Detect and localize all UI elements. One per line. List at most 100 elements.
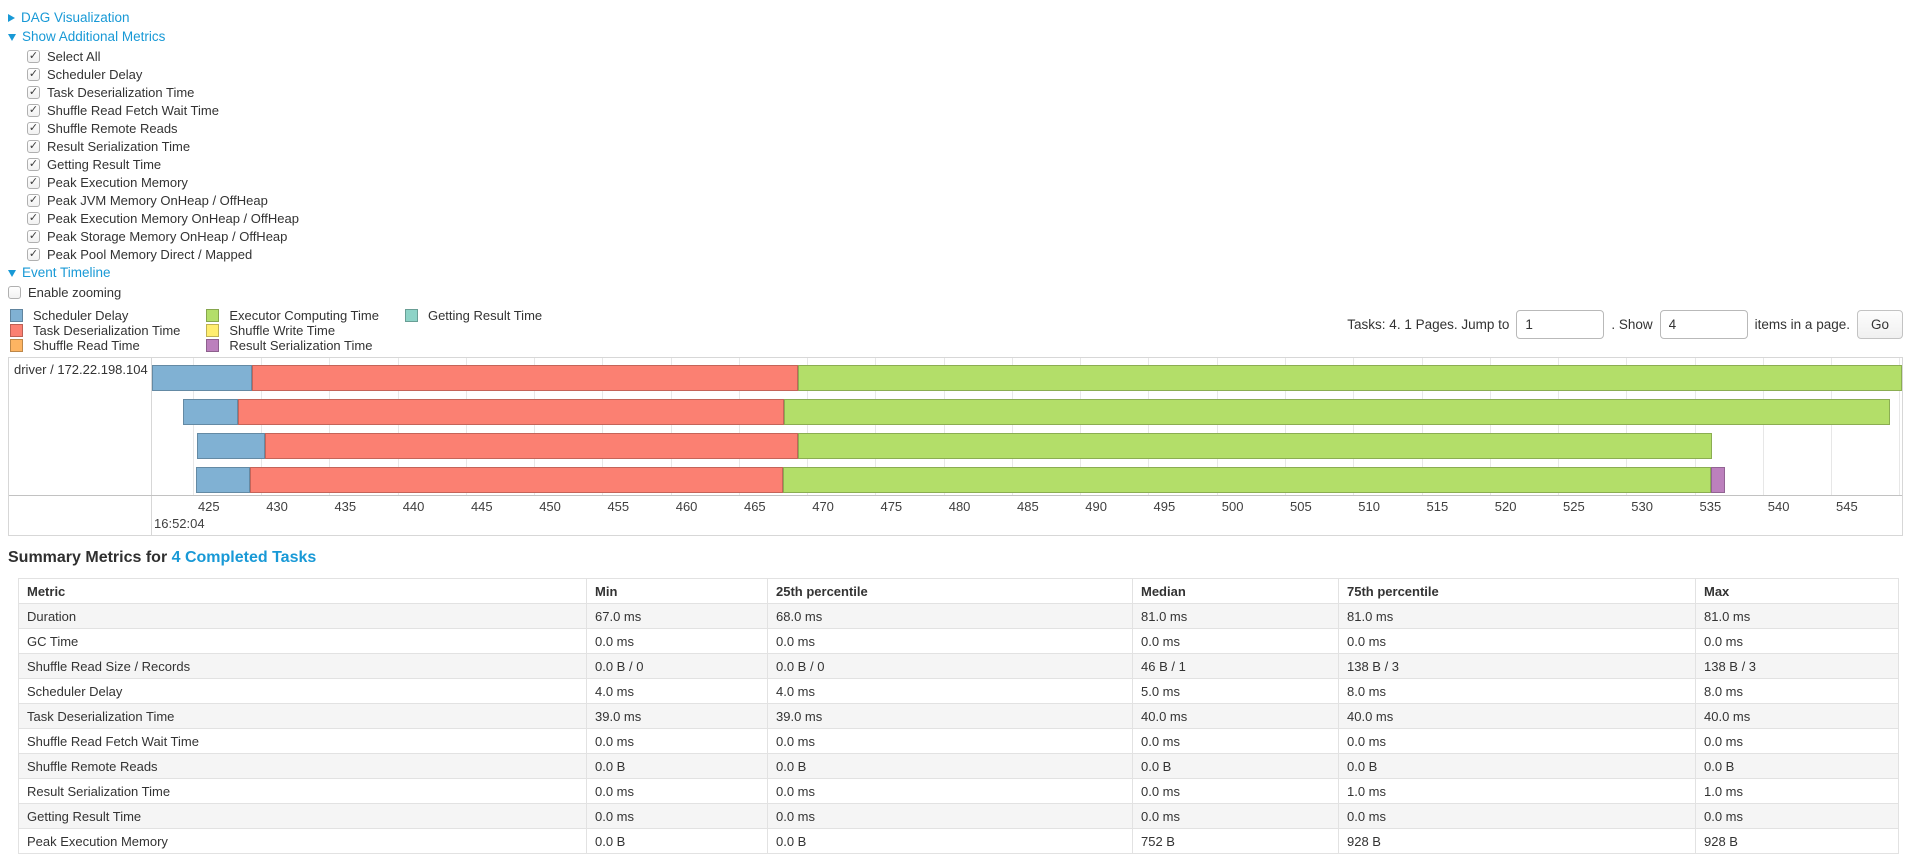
summary-col-header: Metric: [18, 578, 587, 604]
gridline: [1011, 358, 1013, 495]
timeline-segment-executor_computing[interactable]: [782, 467, 1711, 493]
metric-checkbox-item[interactable]: Peak Pool Memory Direct / Mapped: [27, 245, 1907, 263]
show-additional-metrics-link[interactable]: Show Additional Metrics: [22, 29, 166, 44]
legend-label: Executor Computing Time: [229, 307, 379, 323]
metric-checkbox-item[interactable]: Peak JVM Memory OnHeap / OffHeap: [27, 191, 1907, 209]
axis-tick-label: 465: [743, 499, 766, 514]
checkbox-icon[interactable]: [27, 229, 40, 243]
axis-tick-label: 460: [675, 499, 698, 514]
dag-visualization-link[interactable]: DAG Visualization: [21, 10, 130, 25]
gridline: [1558, 358, 1559, 495]
summary-table-row: GC Time 0.0 ms 0.0 ms 0.0 ms 0.0 ms 0.0 ms: [18, 628, 1899, 654]
gridline: [602, 358, 604, 495]
summary-metric-value: 81.0 ms: [1338, 603, 1696, 629]
summary-metric-value: 138 B / 3: [1338, 653, 1696, 679]
summary-metric-name: Shuffle Read Size / Records: [18, 653, 587, 679]
metric-checkbox-item[interactable]: Shuffle Read Fetch Wait Time: [27, 101, 1907, 119]
axis-tick-label: 425: [197, 499, 220, 514]
metric-checkbox-item[interactable]: Scheduler Delay: [27, 65, 1907, 83]
items-in-page-text: items in a page.: [1754, 317, 1850, 332]
summary-metric-value: 0.0 ms: [1132, 803, 1339, 829]
summary-metric-value: 46 B / 1: [1132, 653, 1339, 679]
metric-checkbox-item[interactable]: Result Serialization Time: [27, 137, 1907, 155]
go-button[interactable]: Go: [1856, 310, 1903, 339]
checkbox-icon[interactable]: [27, 121, 40, 135]
summary-metric-value: 0.0 ms: [586, 628, 768, 654]
timeline-segment-scheduler_delay[interactable]: [152, 365, 252, 391]
gridline: [1762, 358, 1764, 495]
completed-tasks-link[interactable]: 4 Completed Tasks: [171, 549, 317, 566]
enable-zooming-row[interactable]: Enable zooming: [8, 283, 1907, 301]
show-additional-metrics-toggle[interactable]: Show Additional Metrics: [8, 27, 1907, 46]
metric-checkbox-item[interactable]: Peak Execution Memory OnHeap / OffHeap: [27, 209, 1907, 227]
timeline-segment-executor_computing[interactable]: [797, 433, 1713, 459]
metric-checkbox-item[interactable]: Task Deserialization Time: [27, 83, 1907, 101]
checkbox-icon[interactable]: [27, 49, 40, 63]
summary-col-header: 25th percentile: [767, 578, 1133, 604]
legend-item: Result Serialization Time: [206, 337, 379, 353]
checkbox-icon[interactable]: [27, 85, 40, 99]
timeline-segment-scheduler_delay[interactable]: [195, 467, 251, 493]
timeline-segment-scheduler_delay[interactable]: [197, 433, 266, 459]
summary-metric-value: 67.0 ms: [586, 603, 768, 629]
summary-metric-value: 8.0 ms: [1338, 678, 1696, 704]
checkbox-icon[interactable]: [27, 175, 40, 189]
summary-metric-value: 0.0 B: [767, 828, 1133, 854]
timeline-segment-executor_computing[interactable]: [784, 399, 1890, 425]
summary-metric-name: Scheduler Delay: [18, 678, 587, 704]
axis-tick-label: 545: [1836, 499, 1858, 514]
checkbox-icon[interactable]: [27, 247, 40, 261]
timeline-segment-scheduler_delay[interactable]: [183, 399, 238, 425]
items-per-page-input[interactable]: [1659, 310, 1748, 339]
gridline: [1421, 358, 1423, 495]
summary-table-row: Peak Execution Memory 0.0 B 0.0 B 752 B 928 …: [18, 828, 1899, 854]
event-timeline-toggle[interactable]: Event Timeline: [8, 263, 1907, 282]
checkbox-icon[interactable]: [27, 211, 40, 225]
summary-metric-value: 0.0 ms: [767, 728, 1133, 754]
legend-swatch-scheduler_delay: [10, 308, 23, 322]
metric-checkbox-label: Shuffle Read Fetch Wait Time: [47, 102, 219, 118]
timeline-segment-task_deserialization[interactable]: [251, 365, 798, 391]
legend-label: Result Serialization Time: [229, 337, 373, 353]
metric-checkbox-item[interactable]: Getting Result Time: [27, 155, 1907, 173]
summary-metric-name: Shuffle Remote Reads: [18, 753, 587, 779]
metric-checkbox-item[interactable]: Select All: [27, 47, 1907, 65]
timeline-segment-task_deserialization[interactable]: [265, 433, 798, 459]
jump-to-page-input[interactable]: [1516, 310, 1605, 339]
axis-tick-label: 445: [470, 499, 493, 514]
legend-swatch-result_serialization: [206, 338, 220, 352]
event-timeline-link[interactable]: Event Timeline: [22, 265, 111, 280]
summary-metric-value: 0.0 B: [586, 753, 768, 779]
summary-metric-value: 68.0 ms: [767, 603, 1133, 629]
timeline-segment-task_deserialization[interactable]: [237, 399, 784, 425]
legend-column: Getting Result Time: [404, 307, 543, 353]
timeline-segment-task_deserialization[interactable]: [250, 467, 783, 493]
timeline-segment-executor_computing[interactable]: [797, 365, 1902, 391]
axis-tick-label: 510: [1358, 499, 1380, 514]
gridline: [261, 358, 263, 495]
checkbox-icon[interactable]: [27, 193, 40, 207]
checkbox-icon[interactable]: [27, 103, 40, 117]
timeline-segment-result_serialization[interactable]: [1710, 467, 1725, 493]
summary-metric-name: Getting Result Time: [18, 803, 587, 829]
checkbox-icon[interactable]: [27, 67, 40, 81]
metric-checkbox-item[interactable]: Shuffle Remote Reads: [27, 119, 1907, 137]
axis-tick-label: 505: [1289, 499, 1312, 514]
timeline-task-row: [152, 395, 1902, 429]
gridline: [670, 358, 672, 495]
summary-metric-value: 0.0 B / 0: [767, 653, 1133, 679]
dag-visualization-toggle[interactable]: DAG Visualization: [8, 8, 1907, 27]
metric-checkbox-item[interactable]: Peak Storage Memory OnHeap / OffHeap: [27, 227, 1907, 245]
legend-item: Getting Result Time: [404, 307, 543, 323]
checkbox-icon[interactable]: [27, 139, 40, 153]
legend-label: Getting Result Time: [427, 307, 543, 323]
gridline: [1148, 358, 1150, 495]
axis-tick-label: 455: [607, 499, 630, 514]
enable-zooming-checkbox[interactable]: [8, 285, 21, 299]
checkbox-icon[interactable]: [27, 157, 40, 171]
timeline-task-row: [152, 361, 1902, 395]
summary-table-row: Shuffle Remote Reads 0.0 B 0.0 B 0.0 B 0.0 B…: [18, 753, 1899, 779]
metric-checkbox-item[interactable]: Peak Execution Memory: [27, 173, 1907, 191]
gridline: [1694, 358, 1696, 495]
